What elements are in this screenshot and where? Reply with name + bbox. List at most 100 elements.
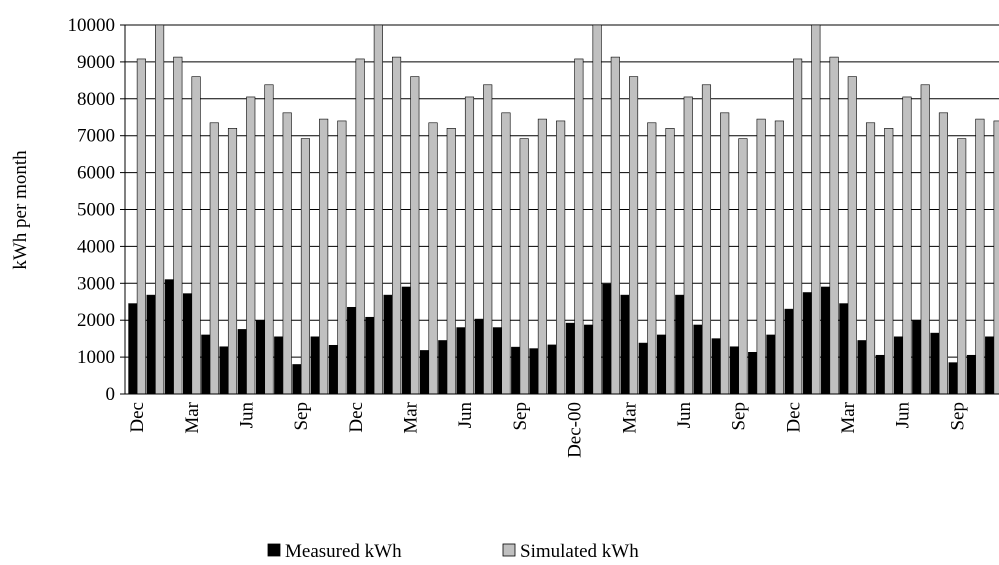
bar [574, 58, 584, 395]
legend-swatch [502, 543, 516, 557]
bar [683, 96, 693, 395]
bar [829, 56, 839, 395]
bar [821, 286, 831, 395]
bar [511, 346, 521, 395]
bar [610, 56, 620, 395]
x-tick-label: Mar [838, 401, 859, 433]
bar [274, 336, 284, 395]
bar [602, 283, 612, 395]
bar [128, 303, 138, 395]
y-tick-label: 7000 [77, 126, 115, 147]
y-tick-label: 3000 [77, 273, 115, 294]
bar [802, 292, 812, 395]
bar [592, 24, 602, 395]
y-tick-label: 2000 [77, 310, 115, 331]
bar [219, 346, 229, 395]
x-tick-label: Sep [947, 402, 968, 431]
bar [428, 122, 438, 395]
bar [756, 118, 766, 395]
bar [537, 118, 547, 395]
bar [264, 84, 274, 395]
bar [246, 96, 256, 395]
bar [164, 279, 174, 395]
legend-label: Measured kWh [285, 541, 402, 562]
bar [456, 327, 466, 395]
bar [893, 336, 904, 395]
bar [373, 24, 383, 395]
bar [938, 112, 948, 395]
bar [556, 120, 566, 395]
bar [975, 118, 985, 395]
x-tick-label: Mar [619, 401, 640, 433]
bar [300, 138, 310, 395]
y-tick-label: 10000 [68, 15, 116, 36]
x-tick-label: Dec [346, 402, 367, 433]
bar [675, 294, 685, 395]
bar [738, 138, 748, 395]
bar [966, 354, 976, 395]
bar [547, 344, 557, 395]
bar [629, 76, 639, 395]
bar [647, 122, 657, 395]
x-tick-label: Dec [127, 402, 148, 433]
bar [912, 319, 922, 395]
bar [438, 340, 448, 395]
bar [519, 138, 529, 395]
bar [136, 58, 146, 395]
bar [584, 324, 594, 395]
bar [319, 118, 329, 395]
bar [920, 84, 930, 395]
bar [209, 122, 219, 395]
bar [902, 96, 912, 395]
bar [227, 128, 238, 395]
bar [191, 76, 201, 395]
bar [774, 120, 784, 395]
bar [282, 112, 292, 395]
legend-label: Simulated kWh [520, 541, 639, 562]
bar [365, 316, 375, 395]
bar [474, 318, 484, 395]
bar [930, 332, 940, 395]
bar [529, 348, 539, 395]
bar [665, 128, 675, 395]
bar [656, 334, 667, 395]
bar [729, 346, 739, 395]
x-tick-label: Sep [729, 402, 750, 431]
y-tick-label: 5000 [77, 200, 115, 221]
x-tick-label: Jun [893, 402, 914, 429]
y-tick-label: 1000 [77, 347, 115, 368]
bar [793, 58, 803, 395]
bar [865, 122, 876, 395]
y-tick-label: 8000 [77, 89, 115, 110]
x-tick-label: Mar [401, 401, 422, 433]
bar [811, 24, 821, 395]
bar [464, 96, 475, 395]
bar [701, 84, 712, 395]
bar [501, 112, 511, 395]
bar [693, 324, 703, 395]
x-tick-label: Mar [182, 401, 203, 433]
y-tick-label: 4000 [77, 236, 115, 257]
bar [383, 294, 393, 395]
bar [255, 320, 266, 395]
legend-swatch [267, 543, 281, 557]
bar [884, 128, 894, 395]
bar [410, 76, 420, 395]
bar [173, 56, 183, 395]
bar [292, 364, 302, 395]
x-tick-label: Jun [674, 402, 695, 429]
y-tick-label: 6000 [77, 163, 115, 184]
bar [355, 58, 365, 395]
bar [957, 138, 967, 395]
bar [638, 342, 648, 395]
bar [446, 128, 456, 395]
x-tick-label: Jun [455, 402, 476, 429]
bar [155, 24, 165, 395]
bar [483, 84, 493, 395]
x-tick-label: Jun [236, 402, 257, 429]
bar [328, 344, 338, 395]
bar [857, 340, 867, 395]
bar [847, 76, 857, 395]
bar [492, 327, 502, 395]
